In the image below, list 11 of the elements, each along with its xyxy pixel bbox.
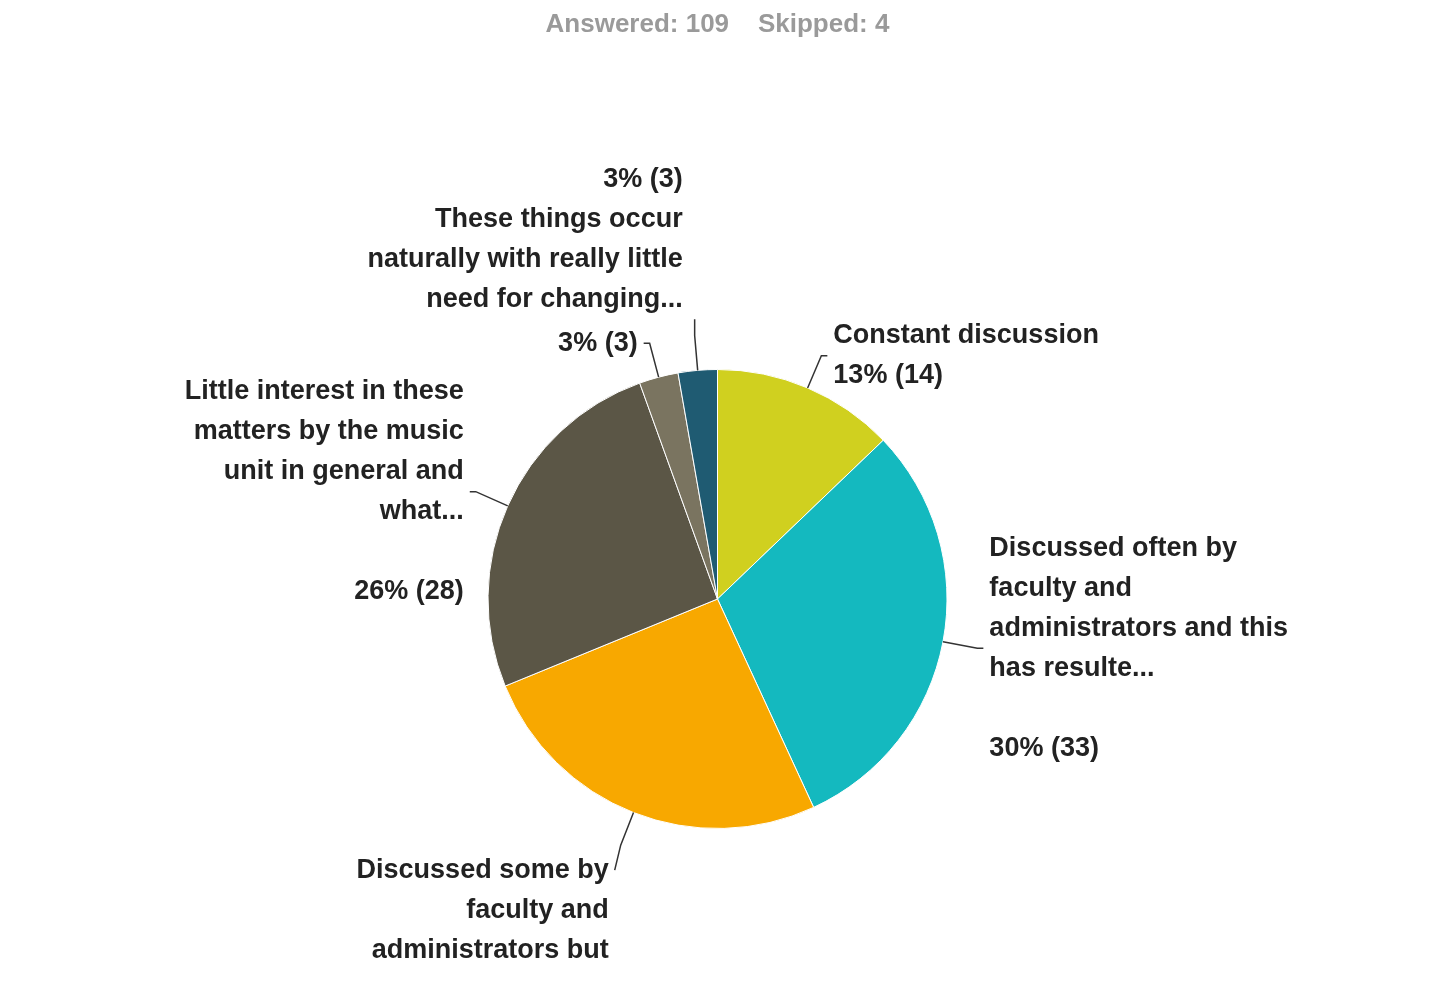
data-label: 3% (3) (558, 326, 638, 357)
slice-label: Discussed often by faculty and administrators and this has resulte... (989, 531, 1288, 682)
data-label: 13% (14) (833, 359, 943, 390)
slice-label: Constant discussion (833, 319, 1099, 350)
data-label: 30% (33) (989, 731, 1099, 762)
slice-label: Little interest in these matters by the music unit in general and what... (184, 375, 464, 526)
slice-label: These things occur naturally with really little need for changing... (367, 202, 684, 313)
data-label: 26% (28) (354, 575, 464, 606)
slice-label: Discussed some by faculty and administrators but (356, 853, 609, 964)
chart-title: Answered: 109 Skipped: 4 (544, 8, 891, 39)
data-label: 3% (3) (603, 162, 683, 193)
